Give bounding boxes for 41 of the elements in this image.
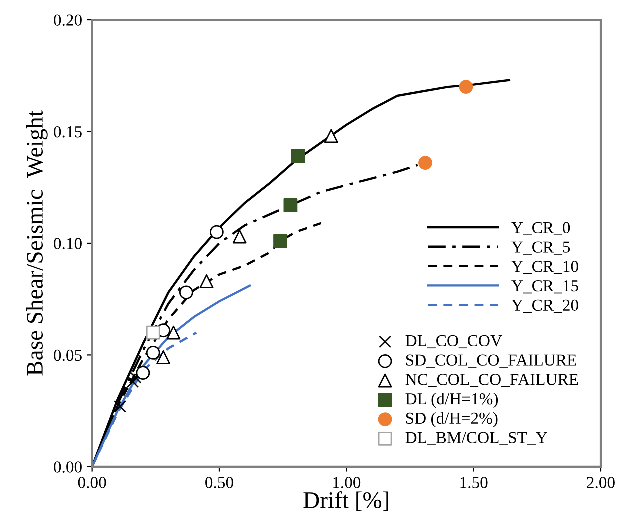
x-tick-label: 0.50	[206, 477, 234, 488]
legend-label: Y_CR_5	[512, 242, 570, 255]
point	[232, 230, 247, 244]
x-tick-label: 1.00	[334, 477, 361, 488]
point	[179, 286, 194, 300]
legend-label: DL_CO_COV	[406, 335, 502, 349]
legend-label: Y_CR_20	[512, 300, 578, 314]
point	[146, 346, 160, 360]
legend-label: Y_CR_10	[512, 261, 578, 274]
legend-label: SD_COL_CO_FAILURE	[406, 354, 576, 368]
point	[459, 80, 474, 94]
legend-label: NC_COL_CO_FAILURE	[406, 374, 578, 388]
point	[200, 274, 214, 288]
point	[136, 366, 150, 380]
point	[129, 371, 142, 384]
y-axis-title: Base Shear/Seismic Weight	[26, 110, 48, 376]
legend-label: DL (d/H=1%)	[406, 392, 498, 408]
legend-label: Y_CR_15	[512, 280, 578, 294]
y-tick-label: 0.15	[54, 126, 82, 138]
x-tick-label: 2.00	[587, 477, 615, 488]
point	[291, 149, 306, 164]
point	[166, 326, 181, 340]
point	[210, 225, 224, 240]
point	[324, 129, 338, 144]
point	[418, 156, 432, 170]
y-tick-label: 0.05	[54, 350, 82, 362]
legend-label: SD (d/H=2%)	[406, 412, 498, 428]
point	[156, 350, 170, 364]
y-tick-label: 0.10	[54, 238, 82, 250]
point	[284, 198, 298, 212]
point	[146, 326, 160, 340]
y-tick-label: 0.20	[54, 14, 82, 26]
x-tick-label: 1.50	[460, 477, 488, 488]
point	[126, 376, 140, 388]
point	[274, 234, 288, 248]
legend-label: DL_BM/COL_ST_Y	[406, 432, 548, 446]
legend-label: Y_CR_0	[512, 222, 570, 236]
x-tick-label: 0.00	[78, 477, 106, 488]
y-tick-label: 0.00	[54, 462, 82, 473]
point	[114, 400, 127, 413]
x-axis-title: Drift [%]	[304, 492, 388, 512]
